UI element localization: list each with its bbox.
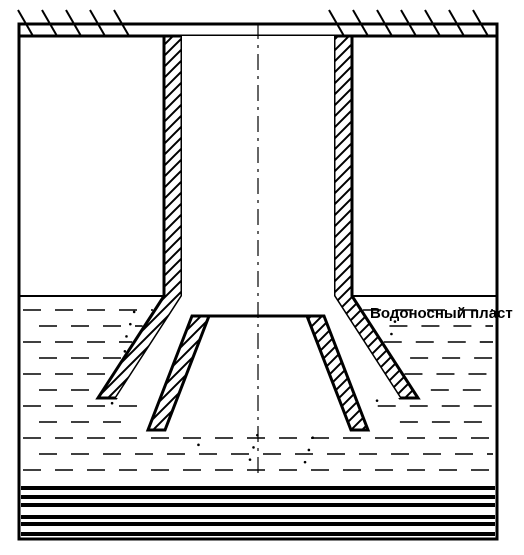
well-cross-section-diagram [0, 0, 524, 555]
diagram-container: { "canvas": { "width": 524, "height": 55… [0, 0, 524, 555]
bottom-strata [21, 488, 495, 534]
aquifer-label: Водоносный пласт [370, 305, 513, 322]
